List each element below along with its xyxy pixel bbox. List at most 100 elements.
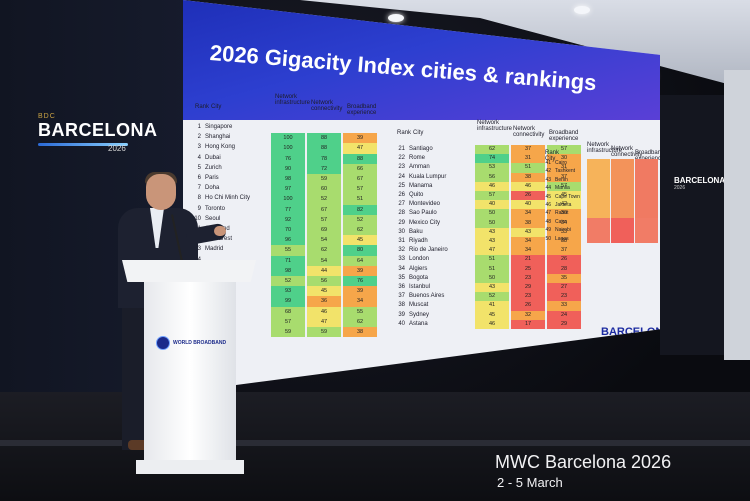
score-cell: 38 — [511, 218, 545, 228]
rank-cell: 49 — [545, 227, 551, 234]
score-cell: 34 — [511, 246, 545, 256]
city-cell: Mexico City — [409, 219, 441, 226]
rank-cell: 32 — [398, 247, 405, 254]
score-cell: 77 — [271, 204, 305, 215]
score-cell: 57 — [307, 214, 341, 225]
score-cell: 37 — [547, 172, 581, 182]
rank-cell: 47 — [545, 210, 551, 217]
rank-cell: 37 — [398, 293, 405, 300]
rank-cell: 45 — [545, 193, 551, 200]
score-cell: 100 — [271, 143, 305, 154]
score-cell: 67 — [343, 174, 377, 185]
city-cell: Jakarta — [555, 202, 572, 208]
score-cell: 62 — [343, 225, 377, 236]
table-row: 1 Singapore — [191, 124, 233, 130]
score-cell: 35 — [547, 273, 581, 283]
score-cell: 52 — [271, 276, 305, 287]
column-header-rank-city-3: Rank City — [545, 150, 560, 162]
score-cell: 23 — [511, 273, 545, 283]
score-cell: 26 — [511, 301, 545, 311]
score-cell: 27 — [547, 283, 581, 293]
score-cell: 21 — [511, 255, 545, 265]
score-cell: 97 — [271, 184, 305, 195]
rank-cell: 29 — [398, 219, 405, 226]
score-cell: 43 — [511, 227, 545, 237]
column-header-network-infrastructure: Network infrastructure — [477, 120, 513, 132]
score-cell: 47 — [475, 246, 509, 256]
city-cell: Shanghai — [205, 134, 231, 141]
score-cell: 51 — [343, 194, 377, 205]
podium: WORLD BROADBAND — [122, 260, 256, 475]
rank-cell: 48 — [545, 218, 551, 225]
table-row: 37 Buenos Aires — [395, 293, 444, 299]
rank-cell: 46 — [545, 202, 551, 208]
table-row: 24 Kuala Lumpur — [395, 174, 446, 180]
rank-cell: 30 — [398, 228, 405, 235]
score-cell: 34 — [547, 218, 581, 228]
rank-cell: 35 — [398, 274, 405, 281]
column-header-broadband-experience: Broadband experience — [347, 104, 377, 116]
score-cell: 80 — [343, 245, 377, 256]
city-cell: Manama — [409, 182, 433, 189]
rank-cell: 7 — [197, 185, 201, 192]
score-cell: 90 — [271, 163, 305, 174]
column-header-rank: Rank — [397, 130, 412, 136]
score-cell: 72 — [307, 163, 341, 174]
score-cell — [635, 167, 658, 176]
score-cell: 57 — [547, 145, 581, 155]
globe-icon — [156, 336, 170, 350]
column-header-city: City — [413, 130, 424, 136]
rank-cell: 33 — [398, 256, 405, 263]
score-cell: 82 — [343, 204, 377, 215]
city-cell: Muscat — [409, 302, 429, 309]
score-cell: 59 — [307, 174, 341, 185]
city-cell: Cairo — [555, 160, 567, 166]
score-cell: 88 — [307, 143, 341, 154]
score-cell: 62 — [475, 145, 509, 155]
right-wall — [660, 95, 724, 355]
score-cell: 45 — [475, 310, 509, 320]
table-row: 5 Zurich — [191, 165, 222, 171]
score-cell — [611, 234, 634, 243]
rank-cell: 41 — [545, 160, 551, 166]
table-row: 35 Bogota — [395, 275, 428, 281]
score-cell: 88 — [343, 153, 377, 164]
score-cell: 59 — [271, 327, 305, 338]
score-cell: 98 — [271, 174, 305, 185]
table-row: 28 Sao Paulo — [395, 210, 436, 216]
table-row: 9 Toronto — [191, 206, 225, 212]
score-cell: 46 — [307, 306, 341, 317]
table-row: 6 Paris — [191, 175, 219, 181]
city-cell: London — [409, 256, 430, 263]
score-cell: 50 — [475, 209, 509, 219]
city-cell: Algiers — [409, 265, 428, 272]
city-cell: Rio de Janeiro — [409, 247, 448, 254]
rank-cell: 8 — [197, 195, 201, 202]
score-cell — [587, 226, 610, 235]
rank-cell: 3 — [197, 144, 201, 151]
city-cell: Manila — [555, 185, 570, 192]
table-row: 30 Baku — [395, 228, 422, 235]
score-cell — [587, 201, 610, 210]
score-cell: 67 — [307, 204, 341, 215]
rank-cell: 36 — [398, 284, 405, 290]
score-cell: 30 — [547, 209, 581, 219]
rank-cell: 50 — [545, 235, 551, 242]
score-cell: 39 — [343, 265, 377, 276]
right-barcelona-logo: BARCELONA 2026 — [674, 176, 726, 191]
event-caption: MWC Barcelona 2026 2 - 5 March — [495, 452, 671, 490]
table-row: 41 Cairo — [541, 160, 567, 166]
score-cell: 33 — [547, 227, 581, 237]
table-row: 10 Seoul — [191, 216, 220, 222]
score-cell: 31 — [511, 154, 545, 164]
score-cell: 70 — [271, 225, 305, 236]
rank-cell: 44 — [545, 185, 551, 192]
score-cell: 52 — [307, 194, 341, 205]
score-cell — [587, 217, 610, 227]
table-row: 46 Jakarta — [541, 202, 571, 208]
score-cell: 76 — [271, 153, 305, 164]
city-cell: Bogota — [409, 274, 429, 281]
city-cell: Santiago — [409, 146, 433, 152]
score-cell: 59 — [307, 327, 341, 338]
score-cell: 39 — [343, 133, 377, 144]
